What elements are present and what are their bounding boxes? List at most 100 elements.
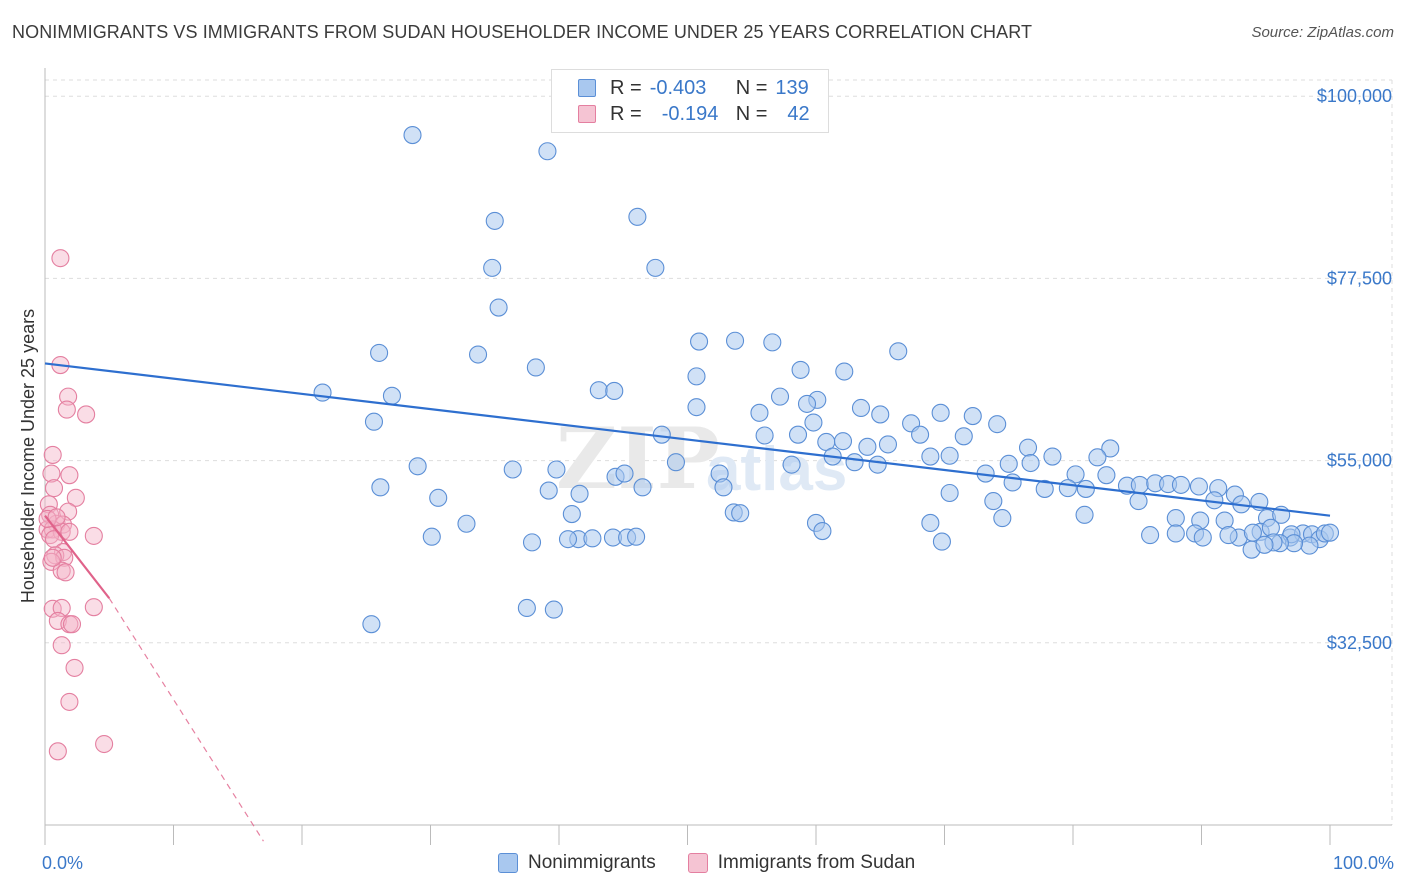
sudan-immigrant-point <box>48 611 67 630</box>
nonimmigrant-point <box>633 478 652 497</box>
nonimmigrant-point <box>1171 475 1190 494</box>
nonimmigrant-point <box>940 483 959 503</box>
sudan-immigrant-point <box>66 488 85 507</box>
nonimmigrant-point <box>813 521 832 541</box>
sudan-immigrants-points <box>38 249 114 761</box>
nonimmigrant-point <box>851 398 871 418</box>
nonimmigrant-point <box>921 447 940 466</box>
nonimmigrant-point <box>485 211 504 230</box>
nonimmigrants-points <box>313 126 1340 634</box>
nonimmigrant-point <box>370 343 389 362</box>
sudan-immigrant-point <box>59 387 78 406</box>
nonimmigrant-point <box>1058 479 1077 498</box>
nonimmigrant-point <box>932 532 951 551</box>
nonimmigrant-point <box>1193 528 1212 547</box>
nonimmigrant-point <box>1189 477 1208 496</box>
series-swatch-blue <box>498 853 518 873</box>
nonimmigrant-point <box>1066 465 1085 484</box>
sudan-trendline-extension <box>108 597 264 842</box>
correlation-legend: R = -0.403 N = 139 R = -0.194 N = 42 <box>551 69 829 133</box>
nonimmigrant-point <box>1141 526 1160 545</box>
sudan-immigrant-point <box>43 445 62 464</box>
nonimmigrant-point <box>993 509 1012 528</box>
y-tick-label: $32,500 <box>1327 633 1392 653</box>
sudan-immigrant-point <box>51 249 70 268</box>
sudan-immigrant-point <box>95 734 114 754</box>
source-credit: Source: ZipAtlas.com <box>1251 24 1394 41</box>
nonimmigrant-point <box>731 504 750 523</box>
sudan-immigrant-point <box>47 508 66 527</box>
nonimmigrant-point <box>517 598 536 618</box>
watermark: ZIP atlas <box>556 409 847 508</box>
nonimmigrant-point <box>1300 536 1319 555</box>
legend-n-value: 42 <box>787 102 810 125</box>
sudan-immigrant-point <box>60 692 79 711</box>
nonimmigrant-point <box>503 460 522 479</box>
nonimmigrant-point <box>1219 526 1238 545</box>
nonimmigrant-point <box>750 403 769 422</box>
sudan-immigrant-point <box>52 636 71 655</box>
nonimmigrant-point <box>403 126 422 145</box>
nonimmigrant-point <box>931 403 950 422</box>
series-legend-item-nonimmigrants[interactable]: Nonimmigrants <box>498 852 656 874</box>
legend-r-value: -0.194 <box>661 102 719 125</box>
nonimmigrant-point <box>605 381 624 401</box>
legend-n-label: N = <box>735 102 768 125</box>
sudan-immigrant-point <box>84 598 103 617</box>
nonimmigrant-point <box>646 258 665 277</box>
nonimmigrant-point <box>544 600 563 619</box>
nonimmigrant-point <box>583 529 602 548</box>
nonimmigrant-point <box>558 530 578 549</box>
nonimmigrant-point <box>954 427 973 446</box>
legend-n-label: N = <box>735 76 768 99</box>
nonimmigrant-point <box>382 386 402 405</box>
sudan-trendline <box>44 514 111 599</box>
nonimmigrant-point <box>468 345 488 364</box>
nonimmigrant-point <box>940 446 959 465</box>
nonimmigrant-point <box>788 425 808 444</box>
legend-row-nonimmigrants: R = -0.403 N = 139 <box>578 76 809 100</box>
nonimmigrant-point <box>539 481 558 500</box>
sudan-immigrant-point <box>65 658 84 677</box>
sudan-immigrant-point <box>84 526 103 545</box>
y-axis-label: Householder Income Under 25 years <box>18 309 38 603</box>
nonimmigrant-point <box>489 298 508 317</box>
nonimmigrant-point <box>725 331 745 350</box>
x-tick-label-end: 100.0% <box>1333 853 1394 873</box>
nonimmigrant-point <box>666 453 685 472</box>
nonimmigrant-point <box>1101 439 1120 458</box>
nonimmigrant-point <box>963 407 982 426</box>
nonimmigrant-point <box>615 464 634 483</box>
series-legend: Nonimmigrants Immigrants from Sudan <box>498 852 947 874</box>
nonimmigrant-point <box>833 432 853 451</box>
nonimmigrant-point <box>690 332 709 351</box>
nonimmigrant-point <box>921 513 940 533</box>
sudan-immigrant-point <box>44 479 64 498</box>
series-legend-item-sudan[interactable]: Immigrants from Sudan <box>687 852 915 874</box>
y-tick-label: $100,000 <box>1317 86 1392 106</box>
sudan-immigrant-point <box>57 400 76 419</box>
nonimmigrant-point <box>804 413 823 432</box>
legend-swatch-blue <box>578 79 596 97</box>
nonimmigrant-point <box>797 394 817 413</box>
x-tick-label-start: 0.0% <box>42 853 83 873</box>
nonimmigrant-point <box>755 426 774 445</box>
series-swatch-pink <box>687 853 708 873</box>
chart-title: NONIMMIGRANTS VS IMMIGRANTS FROM SUDAN H… <box>12 22 1033 42</box>
sudan-immigrant-point <box>48 742 67 761</box>
nonimmigrant-point <box>687 398 706 417</box>
nonimmigrant-point <box>871 405 890 424</box>
legend-swatch-pink <box>578 105 596 123</box>
nonimmigrant-point <box>1035 479 1054 498</box>
nonimmigrant-point <box>422 527 441 546</box>
nonimmigrant-point <box>687 367 706 386</box>
nonimmigrant-point <box>589 381 608 400</box>
nonimmigrant-point <box>628 207 647 226</box>
nonimmigrant-point <box>1166 509 1185 528</box>
series-legend-label: Nonimmigrants <box>528 852 656 873</box>
legend-r-value: -0.403 <box>649 76 707 99</box>
nonimmigrant-point <box>457 514 476 533</box>
sudan-immigrant-point <box>60 522 79 541</box>
sudan-immigrant-point <box>60 466 79 485</box>
